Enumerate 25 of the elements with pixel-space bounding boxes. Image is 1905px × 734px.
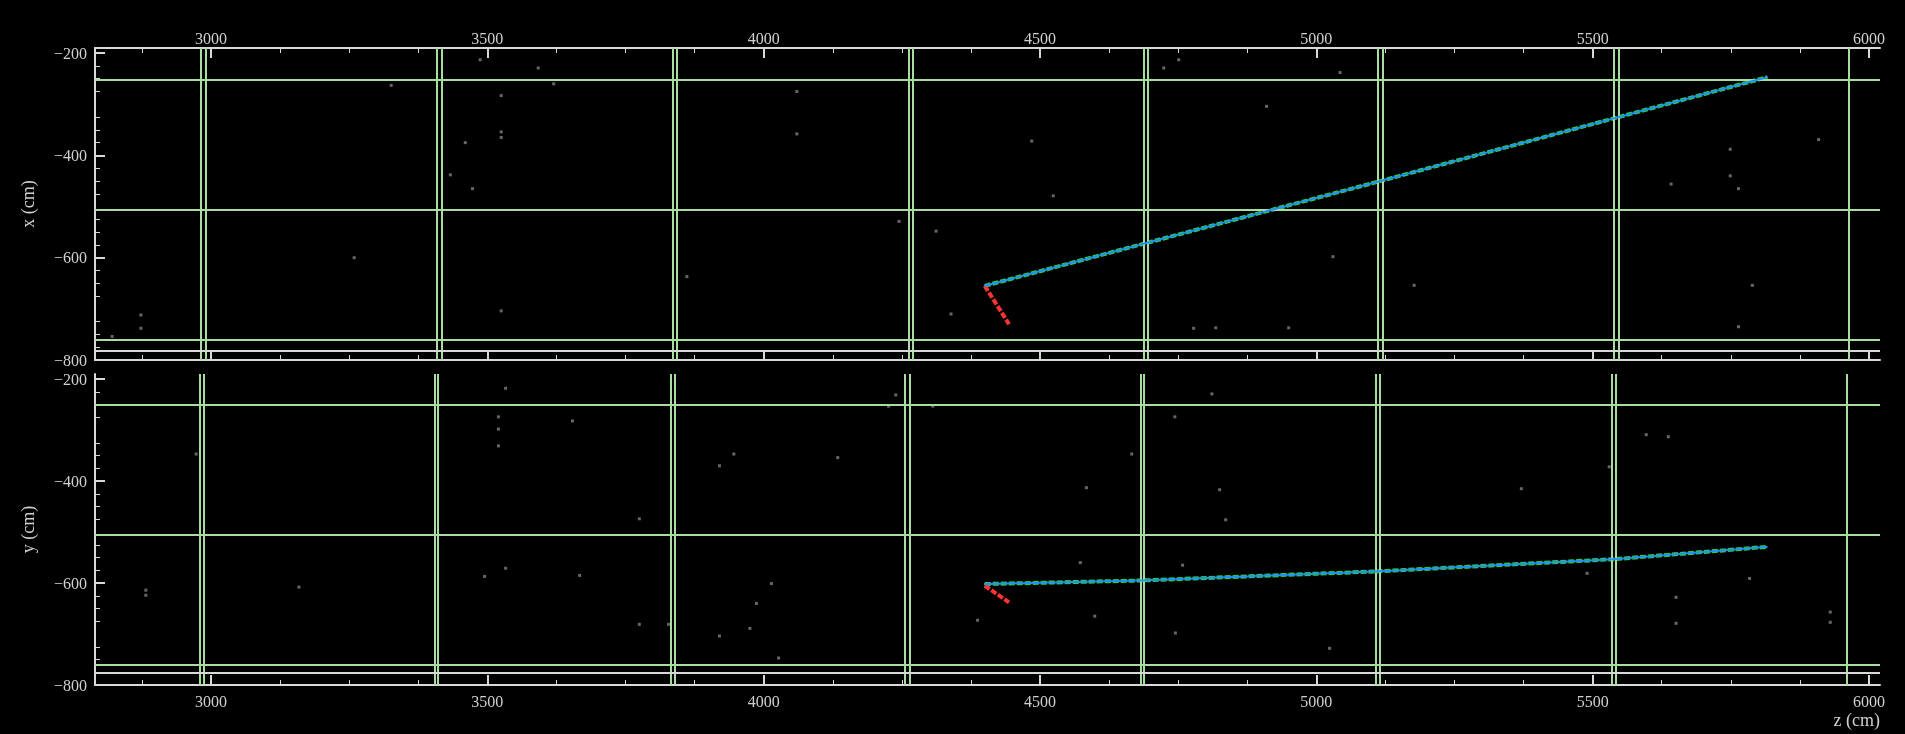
x-tick-label: 4500 bbox=[1024, 692, 1056, 710]
x2-tick-label: 3000 bbox=[195, 29, 228, 47]
y-axis-title: x (cm) bbox=[18, 180, 39, 228]
x-tick-label: 4000 bbox=[747, 692, 780, 710]
y-tick-label: −200 bbox=[53, 44, 87, 62]
x2-tick-label: 6000 bbox=[1852, 29, 1885, 47]
x-tick-label: 3000 bbox=[195, 692, 228, 710]
x2-tick-label: 4000 bbox=[747, 29, 780, 47]
y-tick-label: −800 bbox=[53, 351, 87, 369]
y-tick-label: −800 bbox=[53, 676, 87, 694]
y-tick-label: −200 bbox=[53, 370, 87, 388]
x-tick-label: 5500 bbox=[1576, 692, 1609, 710]
y-tick-label: −600 bbox=[53, 249, 87, 267]
y-tick-label: −400 bbox=[53, 472, 87, 490]
x-tick-label: 5000 bbox=[1300, 692, 1333, 710]
x2-tick-label: 3500 bbox=[471, 29, 504, 47]
x-tick-label: 3500 bbox=[471, 692, 504, 710]
x-axis-title: z (cm) bbox=[1833, 710, 1880, 731]
y-tick-label: −400 bbox=[53, 146, 87, 164]
y-tick-label: −600 bbox=[53, 574, 87, 592]
x-tick-label: 6000 bbox=[1852, 692, 1885, 710]
y-axis-title: y (cm) bbox=[18, 505, 39, 554]
x2-tick-label: 5000 bbox=[1300, 29, 1333, 47]
x2-tick-label: 4500 bbox=[1024, 29, 1056, 47]
x2-tick-label: 5500 bbox=[1576, 29, 1609, 47]
